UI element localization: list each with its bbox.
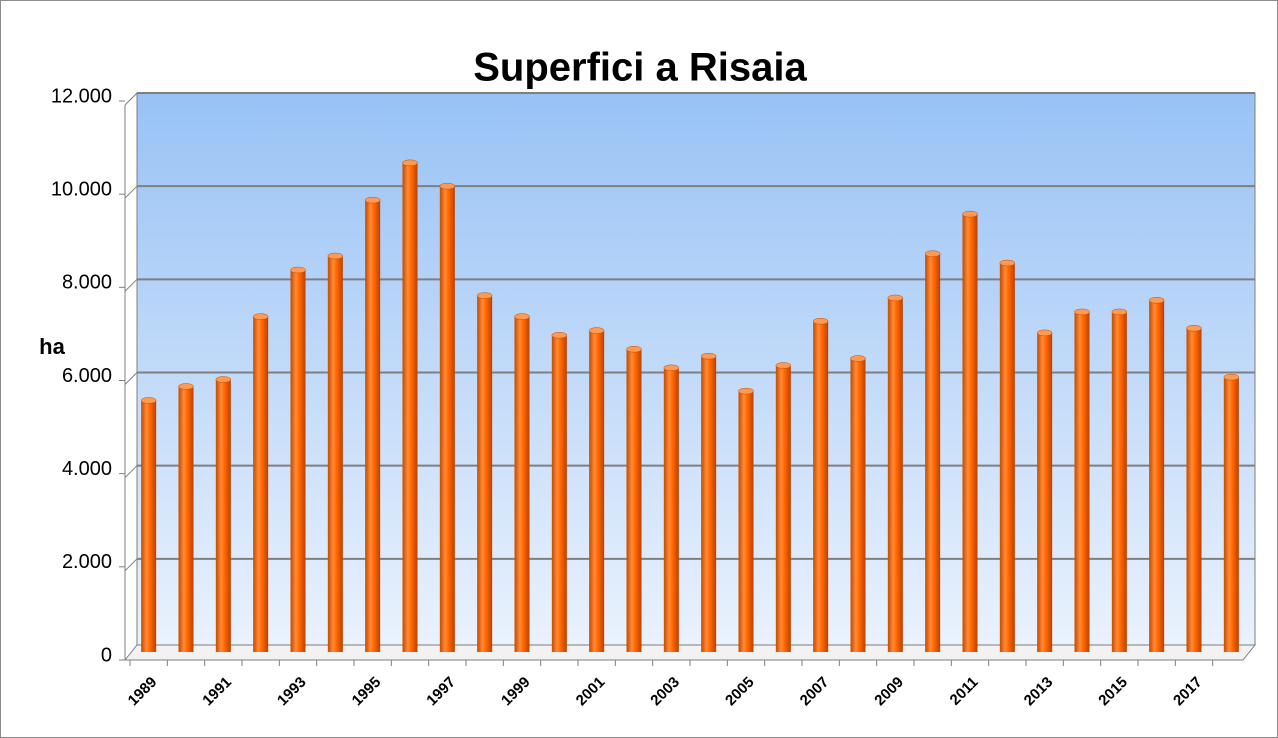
bar-top [812,318,829,325]
y-axis-label: ha [39,334,65,359]
bar [813,321,829,652]
bar [887,297,903,652]
bar-top [962,210,978,218]
bar [663,367,679,652]
bar [514,316,530,652]
y-tick-label: 4.000 [62,458,112,480]
y-tick-label: 8.000 [62,272,112,294]
bar-top [215,376,232,383]
bar [215,379,231,652]
bar-top [1074,308,1090,316]
bar-top [1223,373,1240,381]
bar [477,295,493,652]
bar-top [551,331,568,339]
bar [178,386,194,652]
bar [290,270,306,652]
bar [402,162,418,652]
bar-top [1148,297,1165,304]
bar-top [663,364,680,372]
grid-line-side [124,92,138,106]
bar-top [775,362,792,369]
bar-top [588,327,605,334]
bar [1223,377,1239,652]
bar-top [439,182,456,190]
bar [141,400,157,652]
bar [701,356,717,652]
bar-top [887,294,904,302]
bar-top [1036,329,1053,337]
bar-top [327,252,344,260]
chart-title: Superfici a Risaia [473,46,807,90]
bar-top [999,259,1016,267]
y-tick-label: 12.000 [51,85,112,107]
bar [551,335,567,652]
bar-top [476,292,493,299]
bar [253,316,269,652]
bar-top [1186,324,1202,332]
y-tick-label: 0 [101,644,112,666]
bar [365,200,381,652]
bar [1074,311,1090,652]
bar [439,186,455,652]
bar [589,330,605,652]
y-tick-label: 6.000 [62,365,112,387]
grid-line-side [124,185,138,199]
bar [738,391,754,652]
bar [962,214,978,652]
bar [925,253,941,652]
bar [626,349,642,652]
grid-line-side [124,278,138,292]
grid-line-side [124,465,138,479]
bar [1149,300,1165,652]
grid-line-side [124,372,138,385]
bar-top [252,313,269,320]
bar-top [738,387,754,395]
bar [1037,332,1053,652]
bar-top [514,313,530,320]
bar-top [364,196,381,204]
bar [1186,328,1202,652]
bar [775,365,791,652]
bar-top [626,345,642,353]
bar-top [1111,308,1128,316]
grid-line-side [124,558,138,572]
bar [999,263,1015,652]
plot-wall [136,92,1256,646]
bar-top [178,383,194,390]
bar [327,256,343,652]
y-tick-label: 10.000 [51,178,112,200]
bar-top [924,250,941,257]
bar [850,358,866,652]
bar-top [402,159,418,167]
bar-top [290,266,306,274]
y-tick-label: 2.000 [62,551,112,573]
bar [1111,311,1127,652]
bar-top [140,397,157,404]
bar-top [700,352,717,360]
bar-top [850,355,866,362]
